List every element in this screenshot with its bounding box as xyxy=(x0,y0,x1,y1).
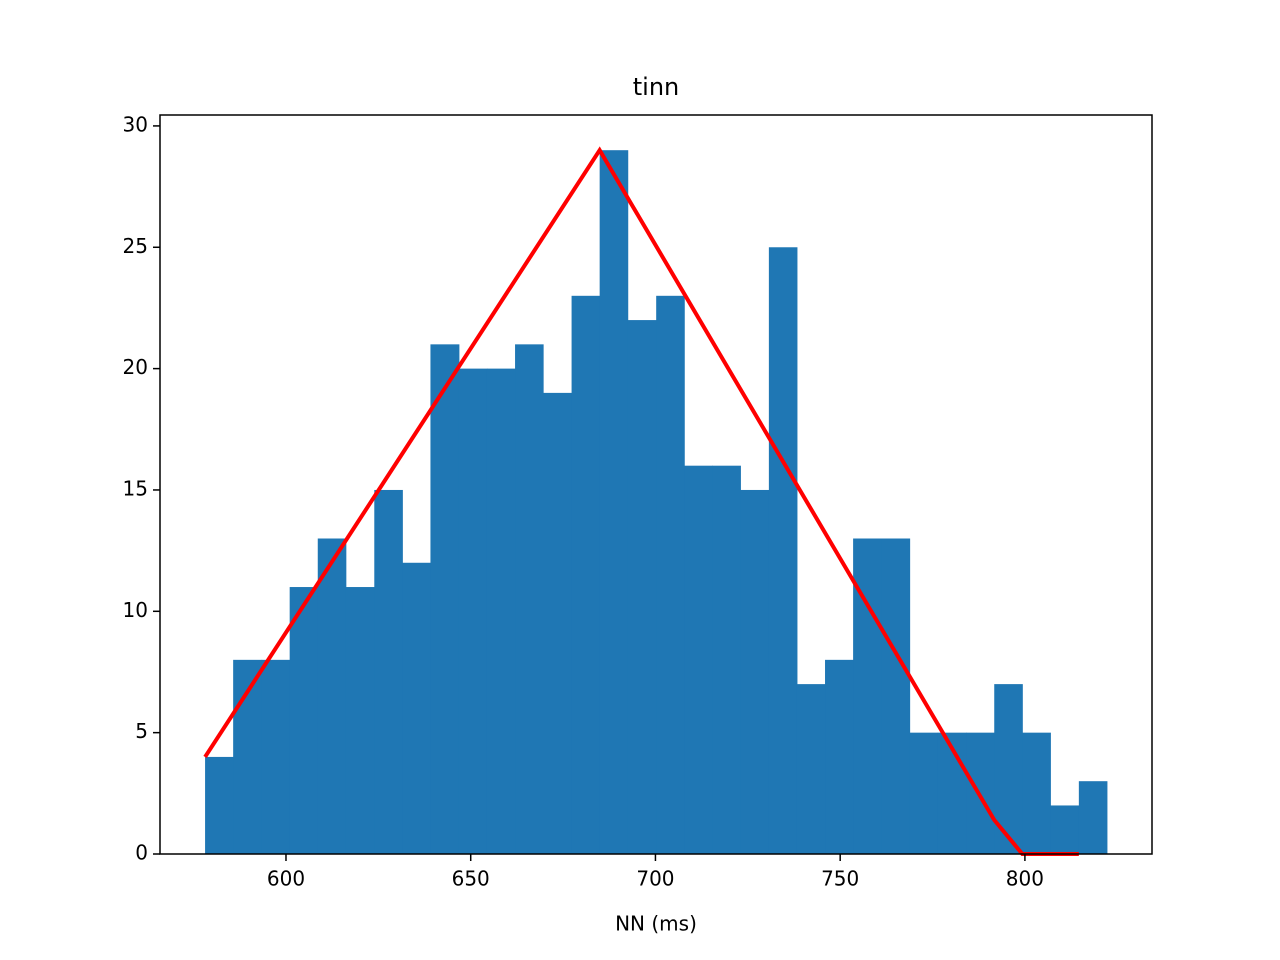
x-axis-label: NN (ms) xyxy=(615,912,697,936)
x-tick-label: 750 xyxy=(821,867,859,891)
bar xyxy=(796,684,826,854)
bar xyxy=(937,732,967,854)
bar xyxy=(317,538,347,854)
bar xyxy=(881,538,911,854)
bar xyxy=(486,368,516,854)
bar xyxy=(994,684,1023,854)
bar xyxy=(1022,732,1051,854)
bar xyxy=(402,562,431,854)
bar xyxy=(458,368,488,854)
y-tick-label: 15 xyxy=(123,476,148,500)
bar xyxy=(261,659,291,854)
bar xyxy=(571,295,601,854)
bar xyxy=(740,489,770,854)
bar xyxy=(656,295,685,854)
bar xyxy=(430,344,460,854)
y-tick-label: 5 xyxy=(135,719,148,743)
bar xyxy=(1050,805,1080,854)
bar xyxy=(345,587,375,854)
bar xyxy=(543,392,573,854)
y-tick-label: 10 xyxy=(123,598,148,622)
chart-title: tinn xyxy=(633,73,680,101)
bar xyxy=(768,247,798,855)
x-tick-label: 800 xyxy=(1006,867,1044,891)
x-tick-label: 700 xyxy=(636,867,674,891)
y-tick-label: 30 xyxy=(123,112,148,136)
bar xyxy=(289,587,319,854)
bar xyxy=(515,344,544,854)
y-tick-label: 0 xyxy=(135,841,148,865)
bar xyxy=(1078,781,1108,854)
x-tick-label: 600 xyxy=(267,867,305,891)
bar xyxy=(374,489,403,854)
bar xyxy=(909,732,939,854)
x-tick-label: 650 xyxy=(452,867,490,891)
bar xyxy=(825,659,854,854)
bar xyxy=(684,465,713,854)
y-tick-label: 25 xyxy=(123,234,148,258)
bar xyxy=(205,756,234,854)
bar xyxy=(712,465,741,854)
bar xyxy=(627,320,657,854)
bar xyxy=(599,150,629,854)
y-tick-label: 20 xyxy=(123,355,148,379)
